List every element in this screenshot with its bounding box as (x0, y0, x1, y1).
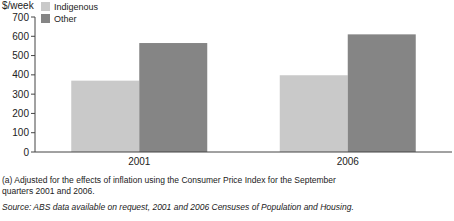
y-tick (31, 36, 35, 37)
y-tick-label: 100 (12, 127, 29, 138)
bar (348, 34, 416, 152)
y-tick-label: 300 (12, 89, 29, 100)
legend-swatch (41, 2, 50, 11)
bar (280, 75, 348, 152)
legend-swatch (41, 14, 50, 23)
y-tick (31, 132, 35, 133)
x-tick-label: 2001 (128, 156, 151, 167)
y-tick (31, 74, 35, 75)
y-axis-label: $/week (2, 0, 35, 11)
legend: Indigenous Other (41, 2, 99, 24)
y-tick-label: 600 (12, 31, 29, 42)
source: Source: ABS data available on request, 2… (2, 202, 354, 212)
y-tick (31, 113, 35, 114)
bar (139, 43, 207, 152)
y-tick-label: 400 (12, 69, 29, 80)
x-tick-label: 2006 (337, 156, 360, 167)
x-axis (35, 152, 452, 153)
y-tick (31, 17, 35, 18)
y-tick-label: 700 (12, 12, 29, 23)
y-tick (31, 94, 35, 95)
y-tick-label: 0 (23, 147, 29, 158)
bars (71, 34, 416, 152)
footnote: quarters 2001 and 2006. (2, 186, 95, 196)
legend-label: Indigenous (54, 2, 99, 12)
y-tick (31, 55, 35, 56)
y-axis (35, 17, 36, 152)
legend-label: Other (54, 14, 77, 24)
footnote: (a) Adjusted for the effects of inflatio… (2, 175, 336, 185)
y-tick-label: 200 (12, 108, 29, 119)
y-tick (31, 152, 35, 153)
bar (71, 81, 139, 152)
chart: $/week 0 100 200 300 400 500 600 700 2001 2006 Indi… (0, 0, 454, 221)
y-tick-label: 500 (12, 50, 29, 61)
